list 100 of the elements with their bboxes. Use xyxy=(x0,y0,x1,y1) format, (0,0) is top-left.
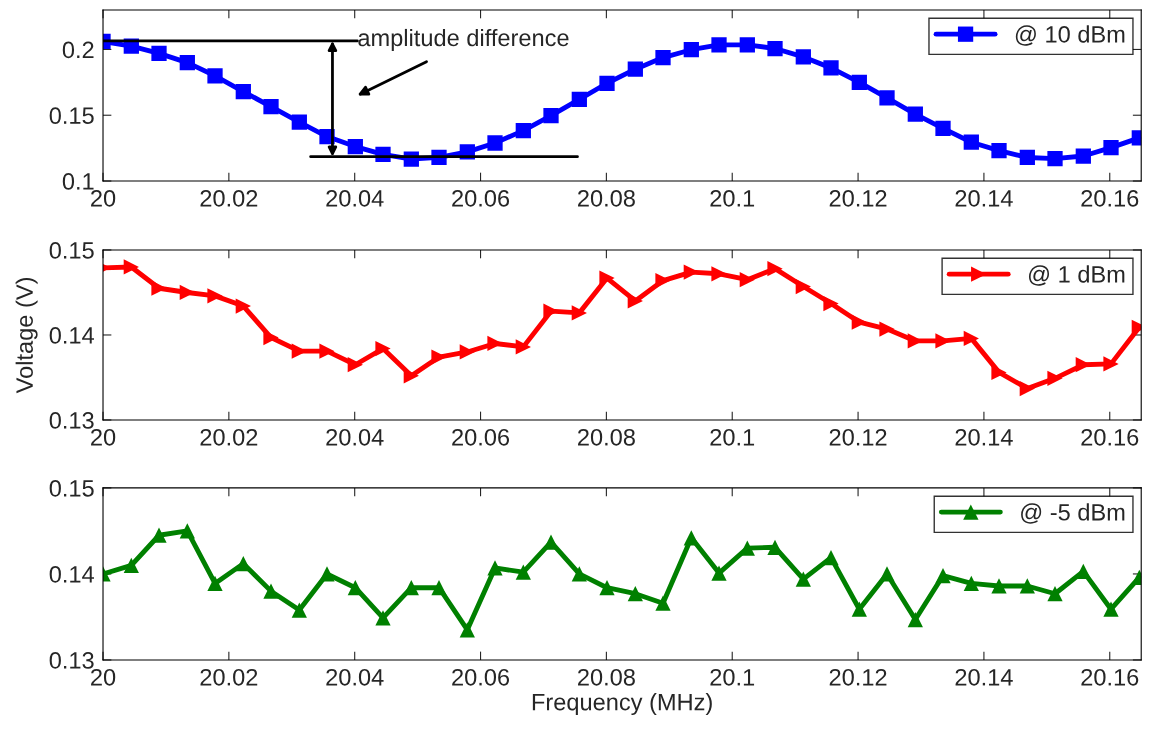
x-tick-label: 20.04 xyxy=(326,189,384,207)
point xyxy=(991,364,1007,381)
x-tick-label: 20.16 xyxy=(1081,428,1139,446)
point xyxy=(459,344,475,360)
point xyxy=(515,564,531,580)
point xyxy=(879,90,895,106)
point xyxy=(767,40,783,57)
y-tick-label: 0.13 xyxy=(49,412,94,429)
y-tick-label: 0.13 xyxy=(49,652,94,669)
point xyxy=(1103,139,1119,156)
x-tick-label: 20.02 xyxy=(200,668,258,686)
point xyxy=(655,272,671,289)
point xyxy=(207,68,223,84)
point xyxy=(263,583,279,599)
point xyxy=(375,340,391,357)
point xyxy=(627,61,643,77)
point xyxy=(487,135,503,151)
legend-label: @ 1 dBm xyxy=(1028,265,1125,286)
x-tick-label: 20.12 xyxy=(829,668,887,686)
point xyxy=(1047,151,1063,167)
x-tick-label: 20.04 xyxy=(326,428,384,446)
x-tick-label: 20 xyxy=(91,668,116,686)
point xyxy=(1019,149,1035,166)
point xyxy=(599,75,615,91)
x-tick-label: 20.1 xyxy=(710,428,755,446)
point xyxy=(1075,563,1091,579)
point xyxy=(291,114,307,130)
point xyxy=(935,120,951,137)
point xyxy=(683,530,699,546)
point xyxy=(487,560,503,576)
x-tick-label: 20.02 xyxy=(200,428,258,446)
x-tick-label: 20.14 xyxy=(955,189,1013,207)
point xyxy=(823,60,839,76)
y-tick-label: 0.15 xyxy=(49,242,94,259)
point xyxy=(907,106,923,122)
point xyxy=(375,610,391,626)
x-tick-label: 20.08 xyxy=(578,189,635,207)
point xyxy=(1047,586,1063,602)
point xyxy=(123,259,139,275)
y-tick-label: 0.2 xyxy=(62,41,94,59)
point xyxy=(1103,356,1119,372)
point xyxy=(627,586,643,602)
point xyxy=(655,595,671,611)
point xyxy=(599,580,615,596)
point xyxy=(179,54,195,71)
x-tick-label: 20.06 xyxy=(452,189,510,207)
y-tick-label: 0.14 xyxy=(49,327,94,344)
point xyxy=(795,278,811,295)
point xyxy=(515,122,531,139)
point xyxy=(767,539,783,555)
point xyxy=(1047,370,1063,386)
point xyxy=(851,314,867,330)
point xyxy=(347,357,363,373)
point xyxy=(851,74,867,90)
point xyxy=(991,578,1007,594)
point xyxy=(963,575,979,592)
x-tick-label: 20.08 xyxy=(578,428,635,446)
point xyxy=(207,288,223,304)
point xyxy=(151,45,167,62)
point xyxy=(571,91,587,108)
x-tick-label: 20.14 xyxy=(955,428,1013,446)
point xyxy=(179,523,195,539)
x-tick-label: 20.16 xyxy=(1081,189,1139,207)
point xyxy=(711,37,727,53)
y-tick-label: 0.1 xyxy=(62,173,94,190)
point xyxy=(767,261,783,277)
x-tick-label: 20.14 xyxy=(955,668,1013,686)
point xyxy=(347,580,363,596)
legend-label: @ 10 dBm xyxy=(1015,25,1125,46)
point xyxy=(1075,148,1091,164)
x-tick-label: 20 xyxy=(91,428,116,446)
point xyxy=(795,49,811,65)
x-tick-label: 20.06 xyxy=(452,428,510,446)
point xyxy=(431,349,447,365)
point xyxy=(319,566,335,582)
point xyxy=(431,580,447,596)
point xyxy=(1019,380,1035,397)
x-tick-label: 20.1 xyxy=(710,668,755,686)
point xyxy=(795,571,811,587)
point xyxy=(151,527,167,543)
point xyxy=(739,272,755,288)
point xyxy=(879,566,895,582)
point xyxy=(655,49,671,66)
point xyxy=(823,295,839,312)
point xyxy=(543,107,559,124)
point xyxy=(963,134,979,150)
point xyxy=(571,305,587,321)
point xyxy=(851,601,867,617)
point xyxy=(907,611,923,628)
point xyxy=(991,142,1007,159)
point xyxy=(1103,601,1119,617)
point xyxy=(683,42,699,58)
point xyxy=(459,622,475,638)
x-tick-label: 20.12 xyxy=(829,428,887,446)
point xyxy=(599,270,615,286)
point xyxy=(319,343,335,359)
x-tick-label: 20.02 xyxy=(200,189,258,207)
y-tick-label: 0.15 xyxy=(49,107,94,125)
point xyxy=(823,549,839,566)
x-tick-label: 20.04 xyxy=(326,668,384,686)
